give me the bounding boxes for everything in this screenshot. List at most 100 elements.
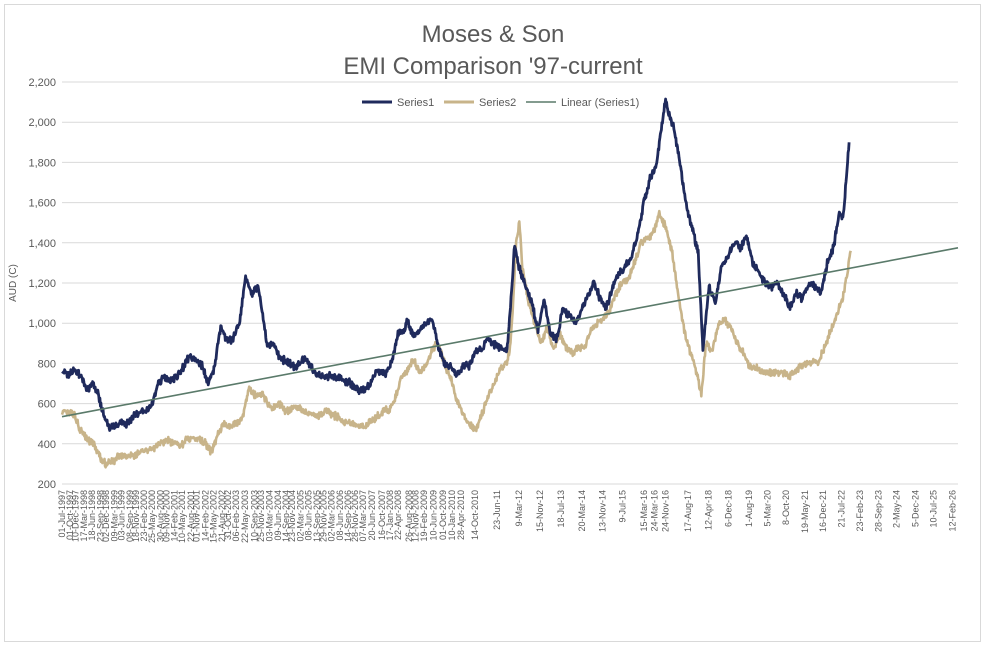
x-tick-label: 23-Feb-23 bbox=[855, 490, 865, 532]
legend-trendline-label: Linear (Series1) bbox=[561, 97, 639, 109]
x-tick-label: 01-Jul-1997 bbox=[57, 490, 67, 538]
y-tick-label: 200 bbox=[38, 479, 56, 491]
trendline-linear-series1 bbox=[61, 247, 959, 418]
legend-series1-label: Series1 bbox=[397, 97, 434, 109]
x-tick-label: 13-Nov-14 bbox=[597, 490, 607, 532]
x-tick-label: 12-Feb-26 bbox=[947, 490, 957, 532]
series-line-series2 bbox=[60, 209, 852, 469]
x-tick-label: 01-Nov-2001 bbox=[192, 490, 202, 542]
x-tick-label: 13-Sep-2005 bbox=[312, 490, 322, 542]
x-tick-label: 28-Nov-2006 bbox=[350, 490, 360, 542]
x-tick-label: 23-Jun-11 bbox=[492, 490, 502, 530]
x-tick-label: 10-May-2001 bbox=[177, 490, 187, 543]
x-tick-label: 5-Mar-20 bbox=[763, 490, 773, 527]
x-tick-label: 10-Sep-2003 bbox=[250, 490, 260, 542]
x-tick-label: 08-Sep-1999 bbox=[125, 490, 135, 542]
x-tick-label: 25-May-2000 bbox=[147, 490, 157, 543]
x-tick-label: 22-May-2003 bbox=[240, 490, 250, 543]
x-tick-label: 09-Mar-1999 bbox=[109, 490, 119, 542]
x-tick-label: 16-Oct-2007 bbox=[377, 490, 387, 540]
y-tick-label: 1,200 bbox=[28, 278, 56, 290]
x-tick-label: 6-Dec-18 bbox=[724, 490, 734, 527]
x-tick-label: 12-Nov-2008 bbox=[411, 490, 421, 542]
x-tick-label: 17-Mar-1998 bbox=[79, 490, 89, 542]
x-tick-label: 9-Mar-12 bbox=[514, 490, 524, 527]
chart-title-line2: EMI Comparison '97-current bbox=[343, 53, 643, 80]
y-tick-label: 1,600 bbox=[28, 198, 56, 210]
x-tick-label: 18-Jun-1998 bbox=[87, 490, 97, 541]
x-tick-label: 5-Dec-24 bbox=[910, 490, 920, 527]
x-tick-label: 23-Nov-2004 bbox=[287, 490, 297, 542]
x-tick-label: 30-Aug-2000 bbox=[155, 490, 165, 542]
x-tick-label: 23-Feb-2000 bbox=[139, 490, 149, 542]
x-tick-label: 02-Dec-1998 bbox=[101, 490, 111, 542]
x-tick-label: 09-Jun-2004 bbox=[273, 490, 283, 541]
x-tick-label: 09-Nov-2000 bbox=[162, 490, 172, 542]
x-tick-label: 25-Nov-2003 bbox=[256, 490, 266, 542]
x-tick-label: 23-Sep-1998 bbox=[95, 490, 105, 542]
x-tick-label: 10-Dec-1997 bbox=[71, 490, 81, 542]
x-tick-label: 16-Dec-21 bbox=[818, 490, 828, 532]
x-tick-label: 28-Sep-23 bbox=[873, 490, 883, 532]
x-tick-label: 19-May-21 bbox=[800, 490, 810, 533]
y-tick-label: 1,000 bbox=[28, 318, 56, 330]
x-tick-label: 15-May-2002 bbox=[209, 490, 219, 543]
chart-title-line1: Moses & Son bbox=[422, 21, 565, 48]
x-tick-label: 10-Jan-2010 bbox=[447, 490, 457, 541]
x-tick-label: 22-Apr-2008 bbox=[393, 490, 403, 540]
x-tick-label: 20-Jun-2007 bbox=[367, 490, 377, 541]
x-tick-label: 21-Aug-2002 bbox=[217, 490, 227, 542]
x-tick-label: 03-Mar-2004 bbox=[265, 490, 275, 542]
y-tick-label: 1,400 bbox=[28, 238, 56, 250]
y-tick-label: 1,800 bbox=[28, 157, 56, 169]
x-tick-label: 14-Sep-2006 bbox=[343, 490, 353, 542]
x-tick-label: 01-Oct-1997 bbox=[65, 490, 75, 540]
x-tick-label: 21-Jul-22 bbox=[836, 490, 846, 528]
series-line-series1 bbox=[61, 97, 851, 432]
x-tick-label: 22-Aug-2001 bbox=[186, 490, 196, 542]
x-tick-label: 15-Nov-12 bbox=[535, 490, 545, 532]
x-tick-label: 10-Jul-25 bbox=[929, 490, 939, 528]
x-tick-label: 07-Mar-2007 bbox=[358, 490, 368, 542]
x-tick-label: 19-Feb-2009 bbox=[419, 490, 429, 542]
x-tick-label: 1-Aug-19 bbox=[744, 490, 754, 527]
x-tick-label: 24-Mar-16 bbox=[650, 490, 660, 532]
x-tick-label: 06-Feb-2003 bbox=[231, 490, 241, 542]
x-tick-label: 01-Oct-2009 bbox=[438, 490, 448, 540]
x-tick-label: 17-Aug-17 bbox=[683, 490, 693, 532]
x-tick-label: 14-Feb-2001 bbox=[170, 490, 180, 542]
x-tick-label: 08-Jun-2005 bbox=[304, 490, 314, 541]
x-tick-label: 31-Oct-2002 bbox=[223, 490, 233, 540]
x-tick-label: 14-Feb-2002 bbox=[201, 490, 211, 542]
x-tick-label: 20-Mar-14 bbox=[577, 490, 587, 532]
y-tick-label: 800 bbox=[38, 358, 56, 370]
y-axis-label: AUD (C) bbox=[8, 264, 19, 302]
x-tick-label: 03-Jun-1999 bbox=[117, 490, 127, 541]
x-tick-label: 29-Nov-2005 bbox=[319, 490, 329, 542]
x-tick-label: 02-Mar-2006 bbox=[327, 490, 337, 542]
x-axis-ticks: 01-Jul-199701-Oct-199710-Dec-199717-Mar-… bbox=[57, 490, 957, 543]
y-axis-ticks: 200 400 600 800 1,000 1,200 1,400 1,600 1,800 2,0… bbox=[28, 77, 56, 491]
y-tick-label: 2,200 bbox=[28, 77, 56, 89]
x-tick-label: 18-Jul-13 bbox=[556, 490, 566, 528]
y-tick-label: 2,000 bbox=[28, 117, 56, 129]
x-tick-label: 24-Nov-16 bbox=[661, 490, 671, 532]
x-tick-label: 28-Apr-2010 bbox=[456, 490, 466, 540]
x-tick-label: 9-Jul-15 bbox=[618, 490, 628, 523]
x-tick-label: 10-Jun-2009 bbox=[428, 490, 438, 541]
x-tick-label: 2-May-24 bbox=[892, 490, 902, 528]
legend: Series1 Series2 Linear (Series1) bbox=[362, 97, 639, 109]
y-tick-label: 600 bbox=[38, 399, 56, 411]
x-tick-label: 14-Sep-2004 bbox=[281, 490, 291, 542]
x-tick-label: 15-Mar-16 bbox=[639, 490, 649, 532]
x-tick-label: 12-Apr-18 bbox=[703, 490, 713, 530]
x-tick-label: 17-Jan-2008 bbox=[385, 490, 395, 541]
series-layer bbox=[60, 97, 959, 469]
x-tick-label: 14-Oct-2010 bbox=[470, 490, 480, 540]
x-tick-label: 02-Mar-2005 bbox=[296, 490, 306, 542]
x-tick-label: 26-Aug-2008 bbox=[404, 490, 414, 542]
x-tick-label: 8-Oct-20 bbox=[781, 490, 791, 525]
y-tick-label: 400 bbox=[38, 439, 56, 451]
x-tick-label: 08-Jun-2006 bbox=[335, 490, 345, 541]
